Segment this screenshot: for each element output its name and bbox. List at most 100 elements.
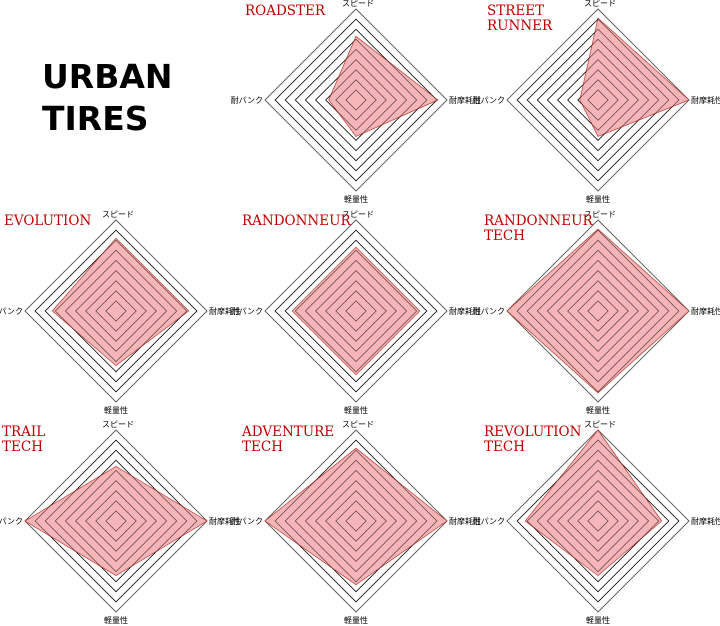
- axis-label-bottom: 軽量性: [344, 405, 368, 415]
- grid-ring: [506, 219, 690, 403]
- axis-label-top: スピード: [102, 420, 134, 429]
- axis-label-left: 耐パンク: [231, 516, 263, 526]
- axis-label-right: 耐摩耗性: [691, 306, 720, 316]
- grid-ring-overlay: [325, 69, 387, 131]
- axis-label-top: スピード: [584, 210, 616, 219]
- page-title: URBAN TIRES: [42, 56, 173, 140]
- chart-title: EVOLUTION: [4, 213, 91, 229]
- axis-label-left: 耐パンク: [231, 306, 263, 316]
- grid-ring-overlay: [526, 28, 670, 172]
- data-area: [51, 237, 190, 367]
- grid-ring-overlay: [284, 28, 428, 172]
- grid-ring-overlay: [54, 459, 178, 583]
- grid-ring: [24, 219, 208, 403]
- grid-ring-overlay: [567, 280, 629, 342]
- chart-title: STREET RUNNER: [487, 3, 553, 34]
- chart-title: TRAIL TECH: [2, 424, 45, 455]
- grid-ring-overlay: [304, 48, 408, 152]
- axis-label-left: 耐パンク: [473, 95, 505, 105]
- grid-ring-overlay: [54, 249, 178, 373]
- grid-ring: [506, 429, 690, 613]
- axis-label-bottom: 軽量性: [586, 405, 610, 415]
- grid-ring: [24, 429, 208, 613]
- chart-title: ROADSTER: [245, 3, 326, 19]
- axis-label-right: 耐摩耗性: [449, 95, 481, 105]
- axis-label-right: 耐摩耗性: [449, 516, 481, 526]
- grid-ring-overlay: [345, 300, 367, 322]
- grid-ring: [506, 8, 690, 192]
- grid-ring-overlay: [546, 469, 650, 573]
- grid-ring-overlay: [557, 270, 639, 352]
- grid-ring-overlay: [345, 510, 367, 532]
- grid-ring-overlay: [315, 59, 397, 141]
- axis-label-top: スピード: [584, 0, 616, 8]
- grid-ring-overlay: [44, 449, 188, 593]
- axis-label-left: 耐パンク: [0, 306, 23, 316]
- axis-label-top: スピード: [342, 420, 374, 429]
- grid-ring-overlay: [325, 490, 387, 552]
- axis-label-top: スピード: [584, 420, 616, 429]
- chart-title-line: TECH: [2, 439, 43, 455]
- grid-ring-overlay: [95, 500, 137, 542]
- grid-ring-overlay: [546, 48, 650, 152]
- grid-ring-overlay: [557, 59, 639, 141]
- grid-ring-overlay: [85, 280, 147, 342]
- axis-label-bottom: 軽量性: [104, 405, 128, 415]
- data-area: [24, 465, 208, 577]
- chart-title-line: RANDONNEUR: [242, 213, 351, 229]
- grid-ring-overlay: [536, 459, 660, 583]
- grid-ring: [264, 8, 448, 192]
- grid-ring-overlay: [526, 449, 670, 593]
- chart-title-line: RANDONNEUR: [484, 213, 593, 229]
- grid-ring-overlay: [516, 439, 680, 603]
- grid-ring: [264, 219, 448, 403]
- axis-label-bottom: 軽量性: [344, 194, 368, 204]
- chart-title-line: ADVENTURE: [241, 424, 334, 440]
- grid-ring-overlay: [536, 249, 660, 373]
- grid-ring-overlay: [294, 38, 418, 162]
- grid-ring-overlay: [294, 249, 418, 373]
- grid-ring-overlay: [75, 270, 157, 352]
- grid-ring-overlay: [284, 239, 428, 383]
- chart-title: RANDONNEUR TECH: [484, 213, 593, 244]
- grid-ring-overlay: [557, 480, 639, 562]
- axis-label-left: 耐パンク: [473, 306, 505, 316]
- chart-title-line: TRAIL: [2, 424, 45, 440]
- axis-label-top: スピード: [102, 210, 134, 219]
- data-area: [291, 246, 421, 376]
- grid-ring-overlay: [587, 89, 609, 111]
- grid-ring-overlay: [345, 89, 367, 111]
- grid-ring-overlay: [85, 490, 147, 552]
- grid-ring-overlay: [335, 500, 377, 542]
- grid-ring-overlay: [526, 239, 670, 383]
- axis-label-bottom: 軽量性: [586, 615, 610, 625]
- chart-title-line: TECH: [484, 439, 525, 455]
- chart-title: REVOLUTION TECH: [484, 424, 582, 455]
- grid-ring-overlay: [567, 490, 629, 552]
- grid-ring-overlay: [315, 480, 397, 562]
- grid-ring-overlay: [567, 69, 629, 131]
- grid-ring-overlay: [315, 270, 397, 352]
- data-area: [264, 447, 448, 586]
- grid-ring-overlay: [577, 500, 619, 542]
- grid-ring-overlay: [64, 259, 168, 363]
- page-title-line-1: URBAN: [42, 57, 173, 96]
- chart-title-line: REVOLUTION: [484, 424, 582, 440]
- grid-ring-overlay: [516, 229, 680, 393]
- grid-ring-overlay: [284, 449, 428, 593]
- grid-ring-overlay: [335, 79, 377, 121]
- axis-label-left: 耐パンク: [0, 516, 23, 526]
- grid-ring-overlay: [75, 480, 157, 562]
- grid-ring-overlay: [34, 439, 198, 603]
- grid-ring-overlay: [536, 38, 660, 162]
- grid-ring-overlay: [34, 229, 198, 393]
- grid-ring-overlay: [274, 439, 438, 603]
- chart-title-line: TECH: [242, 439, 283, 455]
- axis-label-bottom: 軽量性: [344, 615, 368, 625]
